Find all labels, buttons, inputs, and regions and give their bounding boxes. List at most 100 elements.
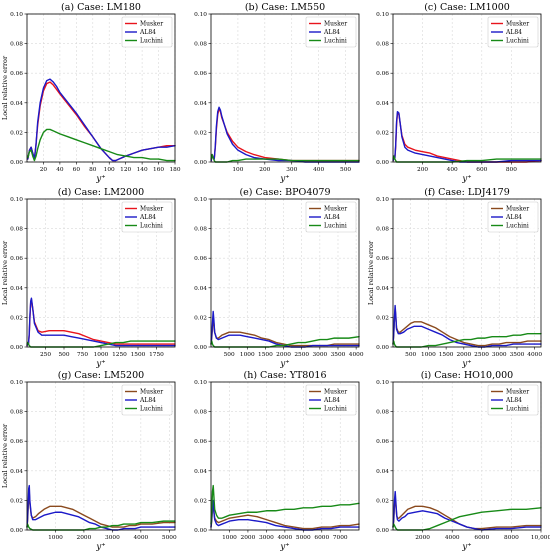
chart-title: (f) Case: LDJ4179: [424, 187, 510, 198]
series-line-musker: [26, 298, 176, 347]
y-tick-label: 0.06: [376, 71, 389, 77]
legend-label: AL84: [139, 29, 156, 36]
y-tick-label: 0.06: [194, 71, 207, 77]
y-tick-label: 0.04: [376, 286, 389, 292]
chart-title: (i) Case: HO10,000: [421, 370, 513, 381]
legend-label: Musker: [324, 389, 347, 396]
chart-panel-a: (a) Case: LM180 20 40 60 80 100 120 140 160 180 0.…: [1, 2, 181, 184]
x-tick-label: 500: [58, 352, 69, 358]
y-tick-label: 0.02: [194, 130, 207, 136]
y-tick-label: 0.08: [194, 410, 207, 416]
x-tick-label: 5000: [162, 535, 177, 541]
x-axis-label: y⁺: [461, 542, 471, 552]
x-tick-label: 3500: [331, 352, 346, 358]
x-tick-label: 7000: [333, 535, 348, 541]
y-axis-label: Local relative error: [1, 240, 9, 305]
chart-panel-h: (h) Case: YT8016 1000 2000 3000 4000 5000 6000…: [194, 370, 360, 552]
x-tick-label: 1000: [222, 535, 237, 541]
x-axis-label: y⁺: [461, 174, 471, 184]
y-tick-label: 0.02: [376, 498, 389, 504]
chart-title: (a) Case: LM180: [61, 2, 141, 13]
y-tick-label: 0.04: [10, 469, 23, 475]
chart-title: (h) Case: YT8016: [244, 370, 327, 381]
y-tick-label: 0.00: [10, 528, 23, 534]
y-tick-label: 0.02: [194, 498, 207, 504]
x-tick-label: 3000: [259, 535, 274, 541]
x-tick-label: 5000: [296, 535, 311, 541]
y-tick-label: 0.08: [376, 227, 389, 233]
y-tick-label: 0.10: [194, 380, 207, 386]
y-tick-label: 0.06: [194, 256, 207, 262]
y-tick-label: 0.00: [376, 345, 389, 351]
legend-label: Luchini: [324, 223, 347, 230]
y-tick-label: 0.08: [194, 42, 207, 48]
y-tick-label: 0.08: [376, 42, 389, 48]
x-tick-label: 100: [104, 167, 115, 173]
x-tick-label: 1000: [48, 535, 63, 541]
x-tick-label: 160: [153, 167, 164, 173]
y-tick-label: 0.06: [194, 439, 207, 445]
legend-label: Musker: [506, 206, 529, 213]
legend-label: AL84: [139, 397, 156, 404]
plot-frame: [392, 381, 542, 531]
legend-label: AL84: [139, 214, 156, 221]
x-tick-label: 1750: [149, 352, 164, 358]
x-tick-label: 250: [40, 352, 51, 358]
x-tick-label: 2000: [456, 352, 471, 358]
series-line-luchini: [210, 484, 360, 525]
x-tick-label: 8000: [504, 535, 519, 541]
y-tick-label: 0.04: [10, 286, 23, 292]
y-tick-label: 0.00: [194, 345, 207, 351]
y-tick-label: 0.08: [376, 410, 389, 416]
x-tick-label: 750: [77, 352, 88, 358]
legend-label: AL84: [323, 214, 340, 221]
legend-box: [121, 384, 173, 416]
x-tick-label: 10,000: [531, 535, 550, 541]
x-tick-label: 4000: [445, 535, 460, 541]
plot-frame: [26, 13, 176, 163]
x-tick-label: 20: [40, 167, 48, 173]
y-tick-label: 0.00: [194, 160, 207, 166]
legend-label: Musker: [324, 21, 347, 28]
y-tick-label: 0.10: [376, 12, 389, 18]
chart-panel-d: (d) Case: LM2000 250 500 750 1000 1250 1500 175…: [1, 187, 176, 369]
x-axis-label: y⁺: [279, 359, 289, 369]
legend-label: Luchini: [140, 406, 163, 413]
y-tick-label: 0.00: [194, 528, 207, 534]
legend-label: AL84: [505, 214, 522, 221]
x-tick-label: 500: [405, 352, 416, 358]
series-line-al84: [210, 106, 360, 163]
chart-panel-i: (i) Case: HO10,000 2000 4000 6000 8000 10,000…: [376, 370, 550, 552]
plot-frame: [210, 198, 360, 348]
y-tick-label: 0.00: [376, 160, 389, 166]
y-tick-label: 0.08: [10, 227, 23, 233]
x-tick-label: 2000: [241, 535, 256, 541]
series-line-al84: [26, 297, 176, 347]
x-tick-label: 400: [447, 167, 458, 173]
legend-box: [121, 16, 173, 48]
y-tick-label: 0.06: [376, 439, 389, 445]
y-tick-label: 0.02: [10, 130, 23, 136]
legend-label: Luchini: [506, 223, 529, 230]
chart-panel-g: (g) Case: LM5200 1000 2000 3000 4000 5000 0.00…: [1, 370, 177, 552]
chart-title: (e) Case: BPO4079: [239, 187, 330, 198]
legend-label: Luchini: [506, 38, 529, 45]
x-tick-label: 200: [417, 167, 428, 173]
legend-box: [305, 201, 357, 233]
x-tick-label: 4000: [277, 535, 292, 541]
y-tick-label: 0.04: [376, 469, 389, 475]
y-tick-label: 0.02: [10, 315, 23, 321]
series-line-musker: [392, 112, 542, 163]
legend-box: [487, 16, 539, 48]
plot-frame: [392, 13, 542, 163]
chart-panel-b: (b) Case: LM550 100 200 300 400 500 0.00 0.02 0.…: [194, 2, 360, 184]
legend-box: [305, 384, 357, 416]
series-line-al84: [27, 78, 176, 162]
